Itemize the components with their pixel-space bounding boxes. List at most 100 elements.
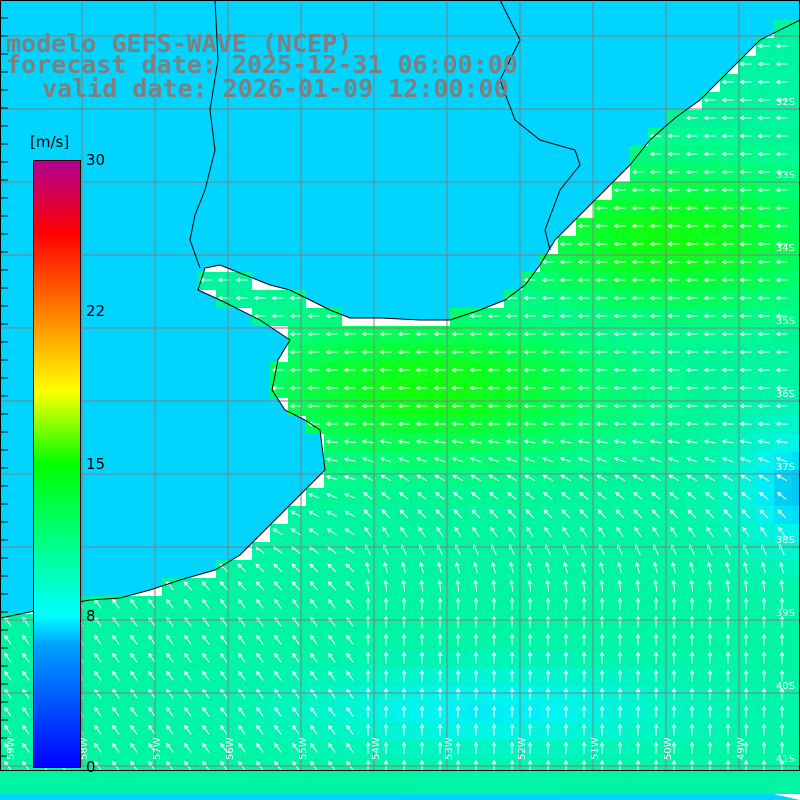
wind-arrow [739, 115, 752, 121]
wind-arrow [760, 526, 768, 537]
wind-arrow [761, 561, 766, 574]
speed-cell [486, 632, 504, 650]
wind-arrow [379, 457, 392, 463]
speed-cell [414, 776, 432, 794]
wind-arrow [365, 687, 371, 700]
wind-arrow [577, 385, 590, 391]
wind-arrow [559, 403, 572, 409]
wind-arrow [667, 439, 680, 444]
speed-cell [666, 776, 684, 794]
wind-arrow [94, 742, 102, 753]
speed-cell [504, 290, 522, 308]
wind-arrow [581, 687, 587, 700]
speed-cell [414, 686, 432, 704]
wind-arrow [310, 598, 318, 609]
speed-cell [522, 578, 540, 596]
wind-arrow [631, 277, 644, 283]
wind-arrow [545, 651, 551, 664]
speed-cell [360, 632, 378, 650]
wind-arrow [631, 205, 644, 211]
speed-cell [684, 110, 702, 128]
wind-arrow [505, 403, 518, 409]
speed-cell [396, 596, 414, 614]
wind-arrow [613, 331, 626, 337]
speed-cell [702, 614, 720, 632]
speed-cell [216, 272, 234, 290]
speed-cell [720, 164, 738, 182]
wind-arrow [671, 651, 677, 664]
speed-cell [396, 416, 414, 434]
wind-arrow [653, 597, 659, 610]
speed-cell [792, 38, 800, 56]
wind-arrow [238, 724, 246, 735]
wind-arrow [235, 295, 248, 301]
speed-cell [648, 218, 666, 236]
wind-arrow [725, 597, 731, 610]
wind-arrow [435, 509, 445, 519]
speed-cell [684, 740, 702, 758]
wind-arrow [689, 669, 695, 682]
speed-cell [378, 686, 396, 704]
speed-cell [504, 632, 522, 650]
wind-arrow [470, 474, 482, 482]
speed-cell [684, 452, 702, 470]
wind-arrow [473, 723, 479, 736]
speed-cell [540, 614, 558, 632]
speed-cell [396, 578, 414, 596]
speed-cell [612, 614, 630, 632]
speed-cell [522, 452, 540, 470]
wind-arrow [631, 295, 644, 301]
wind-arrow [473, 579, 479, 592]
speed-cell [360, 434, 378, 452]
speed-cell [774, 290, 792, 308]
title-model: modelo GEFS-WAVE (NCEP) [6, 29, 353, 58]
speed-cell [378, 668, 396, 686]
speed-cell [684, 236, 702, 254]
wind-arrow [130, 652, 138, 663]
speed-cell [432, 686, 450, 704]
speed-cell [756, 146, 774, 164]
speed-cell [576, 362, 594, 380]
wind-arrow [581, 705, 587, 718]
lon-label: 52W [517, 737, 528, 760]
lon-label: 54W [371, 737, 382, 760]
speed-cell [612, 308, 630, 326]
wind-arrow [559, 241, 572, 247]
speed-cell [756, 362, 774, 380]
speed-cell [666, 236, 684, 254]
speed-cell [702, 308, 720, 326]
speed-cell [792, 542, 800, 560]
speed-cell [450, 632, 468, 650]
speed-cell [666, 380, 684, 398]
speed-cell [684, 308, 702, 326]
speed-cell [216, 290, 234, 308]
wind-arrow [743, 705, 749, 718]
speed-cell [756, 722, 774, 740]
speed-cell [702, 686, 720, 704]
speed-cell [738, 614, 756, 632]
speed-cell [468, 452, 486, 470]
wind-arrow [613, 385, 626, 391]
speed-cell [90, 776, 108, 794]
wind-arrow [256, 688, 264, 699]
speed-cell [504, 326, 522, 344]
speed-cell [396, 758, 414, 776]
wind-arrow [671, 687, 677, 700]
wind-arrow [201, 581, 210, 591]
wind-arrow [761, 615, 767, 628]
wind-arrow [401, 741, 407, 754]
speed-cell [486, 344, 504, 362]
wind-arrow [523, 457, 536, 463]
speed-cell [414, 452, 432, 470]
wind-arrow [4, 670, 12, 681]
wind-arrow [689, 597, 695, 610]
speed-cell [792, 110, 800, 128]
speed-cell [612, 344, 630, 362]
speed-cell [450, 686, 468, 704]
wind-arrow [148, 634, 156, 645]
lat-lon-grid [0, 0, 800, 771]
wind-arrow [289, 313, 302, 319]
speed-cell [666, 704, 684, 722]
wind-arrow [325, 493, 338, 499]
wind-arrow [598, 526, 606, 537]
